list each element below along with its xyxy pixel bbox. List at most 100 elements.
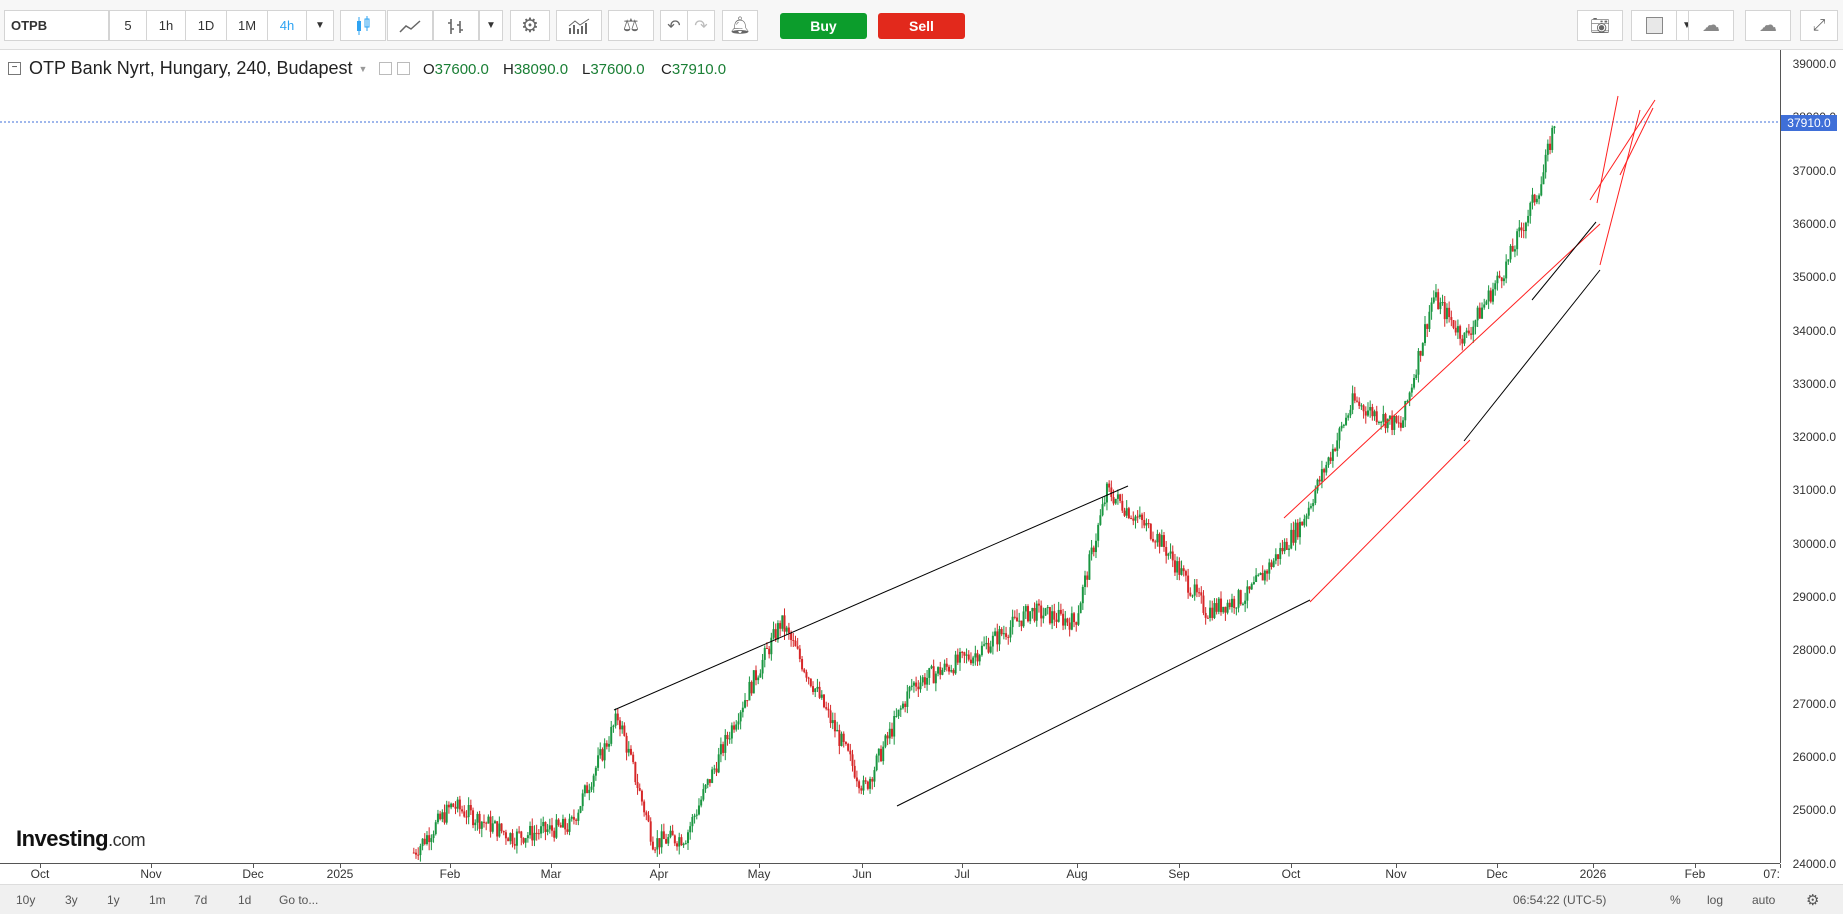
candle-body: [783, 615, 786, 632]
gear-icon[interactable]: ⚙: [1806, 892, 1820, 909]
fullscreen-button[interactable]: ⤢: [1800, 10, 1838, 41]
range-1d-button[interactable]: 1d: [238, 893, 252, 907]
interval-1d-button[interactable]: 1D: [185, 10, 227, 41]
candles-chart-type-button[interactable]: [340, 10, 386, 41]
candle-body: [601, 749, 604, 761]
cloud-load-button[interactable]: ☁: [1688, 10, 1734, 41]
candle-body: [726, 734, 729, 740]
candle-body: [1294, 522, 1297, 543]
candle-body: [454, 806, 457, 809]
goto-date-button[interactable]: Go to...: [279, 893, 319, 907]
candle-body: [1529, 202, 1532, 216]
candle-body: [1042, 615, 1045, 619]
candle-body: [888, 728, 891, 739]
range-1y-button[interactable]: 1y: [107, 893, 120, 907]
log-scale-button[interactable]: log: [1707, 893, 1724, 907]
candle-body: [860, 788, 863, 791]
candle-body: [1441, 302, 1444, 304]
candle-body: [1259, 572, 1262, 575]
candle-body: [586, 785, 589, 794]
candle-body: [1362, 405, 1365, 412]
interval-5m-button[interactable]: 5: [109, 10, 147, 41]
caret-down-icon[interactable]: ▼: [358, 63, 368, 74]
candle-body: [544, 821, 547, 832]
candle-body: [1101, 504, 1104, 516]
eye-icon[interactable]: [379, 62, 393, 75]
candle-body: [524, 838, 527, 843]
alert-button[interactable]: 🔔︎: [722, 10, 758, 41]
range-7d-button[interactable]: 7d: [194, 893, 208, 907]
candle-body: [1456, 326, 1459, 333]
layout-button[interactable]: [1631, 10, 1677, 41]
time-axis[interactable]: Oct Nov Dec 2025 Feb Mar Apr May Jun Jul Aug Sep Oct…: [0, 863, 1781, 884]
candle-body: [1255, 575, 1258, 583]
candle-body: [1522, 230, 1525, 232]
candle-body: [1077, 613, 1080, 625]
collapse-legend-icon[interactable]: −: [8, 62, 21, 75]
candle-body: [1158, 533, 1161, 547]
candle-body: [873, 770, 876, 782]
candle-body: [623, 725, 626, 736]
indicators-button[interactable]: [556, 10, 602, 41]
candle-body: [1364, 411, 1367, 416]
bar-chart-type-button[interactable]: [433, 10, 479, 41]
candle-body: [1296, 522, 1299, 538]
trendline-red-upper: [1283, 223, 1601, 519]
candle-body: [489, 816, 492, 832]
candle-body: [452, 803, 455, 807]
candle-body: [904, 703, 907, 707]
candle-body: [858, 781, 861, 789]
chart-plot-area[interactable]: [0, 50, 1780, 863]
candle-body: [695, 814, 698, 816]
ohlc-low: L37600.0: [582, 61, 645, 78]
interval-1m-button[interactable]: 1M: [226, 10, 268, 41]
redo-button[interactable]: ↷: [687, 10, 715, 41]
line-chart-type-button[interactable]: [387, 10, 433, 41]
interval-dropdown-button[interactable]: ▼: [306, 10, 334, 41]
buy-button[interactable]: Buy: [780, 13, 867, 39]
time-tick-mark: [1695, 864, 1696, 868]
chart-type-dropdown-button[interactable]: ▼: [479, 10, 503, 41]
candle-body: [1169, 551, 1172, 554]
candle-body: [814, 688, 817, 693]
price-axis[interactable]: 39000.038000.037000.036000.035000.034000…: [1780, 50, 1843, 871]
candle-body: [1524, 222, 1527, 232]
candle-body: [1108, 483, 1111, 488]
candle-body: [1380, 421, 1383, 423]
trendline-red-lower: [1309, 439, 1471, 603]
range-3y-button[interactable]: 3y: [65, 893, 78, 907]
candle-body: [917, 686, 920, 690]
candle-body: [980, 645, 983, 656]
candle-body: [588, 789, 591, 794]
undo-button[interactable]: ↶: [660, 10, 688, 41]
compare-button[interactable]: ⚖: [608, 10, 654, 41]
screenshot-button[interactable]: 📷︎: [1577, 10, 1623, 41]
candle-body: [618, 720, 621, 730]
candle-body: [926, 677, 929, 685]
interval-4h-button[interactable]: 4h: [267, 10, 307, 41]
candle-body: [972, 657, 975, 664]
cloud-save-button[interactable]: ☁: [1745, 10, 1791, 41]
range-10y-button[interactable]: 10y: [16, 893, 36, 907]
auto-scale-button[interactable]: auto: [1752, 893, 1776, 907]
candle-body: [1244, 600, 1247, 604]
candle-body: [842, 733, 845, 742]
settings-button[interactable]: ⚙: [510, 10, 550, 41]
settings-small-icon[interactable]: [397, 62, 411, 75]
candle-body: [1397, 422, 1400, 424]
candle-body: [1415, 374, 1418, 378]
candle-body: [1366, 410, 1369, 416]
candle-body: [1408, 392, 1411, 401]
symbol-input[interactable]: OTPB: [4, 10, 109, 41]
candle-body: [522, 837, 525, 843]
range-1m-button[interactable]: 1m: [149, 893, 166, 907]
time-tick: Nov: [140, 867, 162, 881]
candle-body: [1320, 469, 1323, 482]
percent-scale-button[interactable]: %: [1670, 893, 1681, 907]
time-tick: Sep: [1168, 867, 1190, 881]
interval-1h-button[interactable]: 1h: [146, 10, 186, 41]
sell-button[interactable]: Sell: [878, 13, 965, 39]
candle-body: [478, 813, 481, 829]
candle-body: [634, 762, 637, 783]
candle-body: [827, 708, 830, 711]
